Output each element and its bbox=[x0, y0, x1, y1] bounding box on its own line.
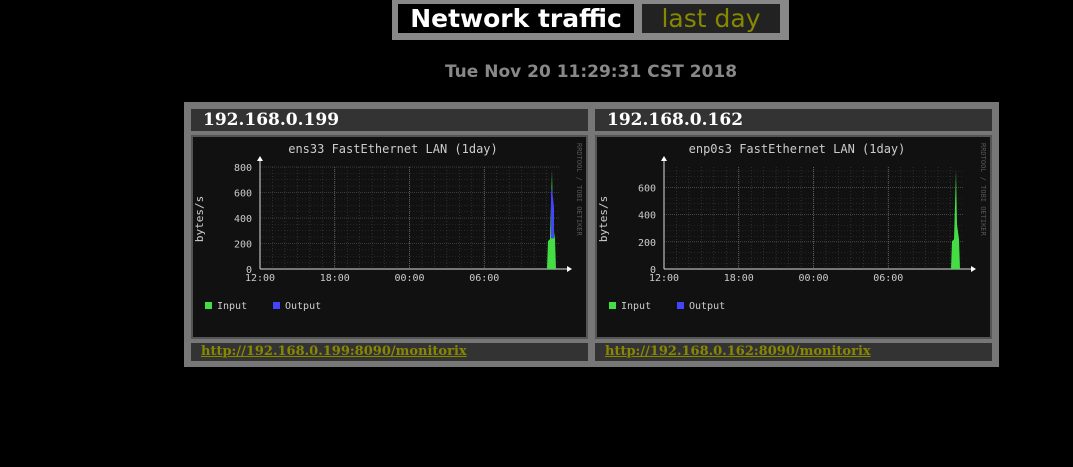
y-tick-label: 600 bbox=[234, 189, 252, 200]
legend-label-input: Input bbox=[621, 301, 651, 312]
y-tick-label: 200 bbox=[234, 240, 252, 251]
watermark: RRDTOOL / TOBI OETIKER bbox=[979, 143, 987, 237]
x-tick-label: 18:00 bbox=[724, 273, 754, 284]
x-tick-label: 06:00 bbox=[469, 273, 499, 284]
x-tick-label: 00:00 bbox=[798, 273, 828, 284]
x-tick-label: 12:00 bbox=[649, 273, 679, 284]
monitorix-link-2[interactable]: http://192.168.0.162:8090/monitorix bbox=[605, 344, 871, 359]
legend-label-input: Input bbox=[217, 301, 247, 312]
page-header: Network traffic last day bbox=[392, 0, 789, 40]
y-axis-label: bytes/s bbox=[193, 196, 206, 242]
chart-title: ens33 FastEthernet LAN (1day) bbox=[288, 142, 498, 156]
traffic-chart-1: ens33 FastEthernet LAN (1day) bytes/s RRDT… bbox=[193, 142, 583, 312]
y-tick-label: 0 bbox=[650, 265, 656, 276]
period-label: last day bbox=[642, 4, 780, 33]
graphs-panel: 192.168.0.199 ens33 FastEthernet LAN (1d… bbox=[184, 102, 999, 367]
y-tick-label: 800 bbox=[234, 163, 252, 174]
y-axis-label: bytes/s bbox=[597, 196, 610, 242]
series-output-area bbox=[551, 188, 554, 239]
chart-title: enp0s3 FastEthernet LAN (1day) bbox=[689, 142, 906, 156]
y-tick-label: 400 bbox=[638, 211, 656, 222]
x-tick-label: 06:00 bbox=[873, 273, 903, 284]
y-tick-label: 0 bbox=[246, 265, 252, 276]
y-tick-label: 600 bbox=[638, 183, 656, 194]
host-link-box-1: http://192.168.0.199:8090/monitorix bbox=[191, 343, 588, 361]
watermark: RRDTOOL / TOBI OETIKER bbox=[575, 143, 583, 237]
legend-swatch-input bbox=[609, 302, 616, 309]
x-axis-arrow bbox=[971, 266, 976, 272]
y-tick-label: 200 bbox=[638, 238, 656, 249]
x-tick-label: 00:00 bbox=[394, 273, 424, 284]
x-tick-label: 12:00 bbox=[245, 273, 275, 284]
x-axis-arrow bbox=[567, 266, 572, 272]
page-title: Network traffic bbox=[398, 4, 634, 33]
host-link-box-2: http://192.168.0.162:8090/monitorix bbox=[595, 343, 992, 361]
graph-box-1: ens33 FastEthernet LAN (1day) bytes/s RRDT… bbox=[191, 135, 588, 339]
x-tick-label: 18:00 bbox=[320, 273, 350, 284]
timestamp: Tue Nov 20 11:29:31 CST 2018 bbox=[444, 62, 738, 82]
host-header-1: 192.168.0.199 bbox=[191, 109, 588, 131]
legend-swatch-output bbox=[273, 302, 280, 309]
legend-label-output: Output bbox=[285, 301, 321, 312]
y-tick-label: 400 bbox=[234, 214, 252, 225]
y-axis-arrow bbox=[257, 156, 263, 161]
traffic-chart-2: enp0s3 FastEthernet LAN (1day) bytes/s RRD… bbox=[597, 142, 987, 312]
y-axis-arrow bbox=[661, 156, 667, 161]
legend-swatch-output bbox=[677, 302, 684, 309]
series-input-area bbox=[951, 169, 960, 269]
graph-box-2: enp0s3 FastEthernet LAN (1day) bytes/s RRD… bbox=[595, 135, 992, 339]
host-header-2: 192.168.0.162 bbox=[595, 109, 992, 131]
legend-label-output: Output bbox=[689, 301, 725, 312]
legend-swatch-input bbox=[205, 302, 212, 309]
monitorix-link-1[interactable]: http://192.168.0.199:8090/monitorix bbox=[201, 344, 467, 359]
